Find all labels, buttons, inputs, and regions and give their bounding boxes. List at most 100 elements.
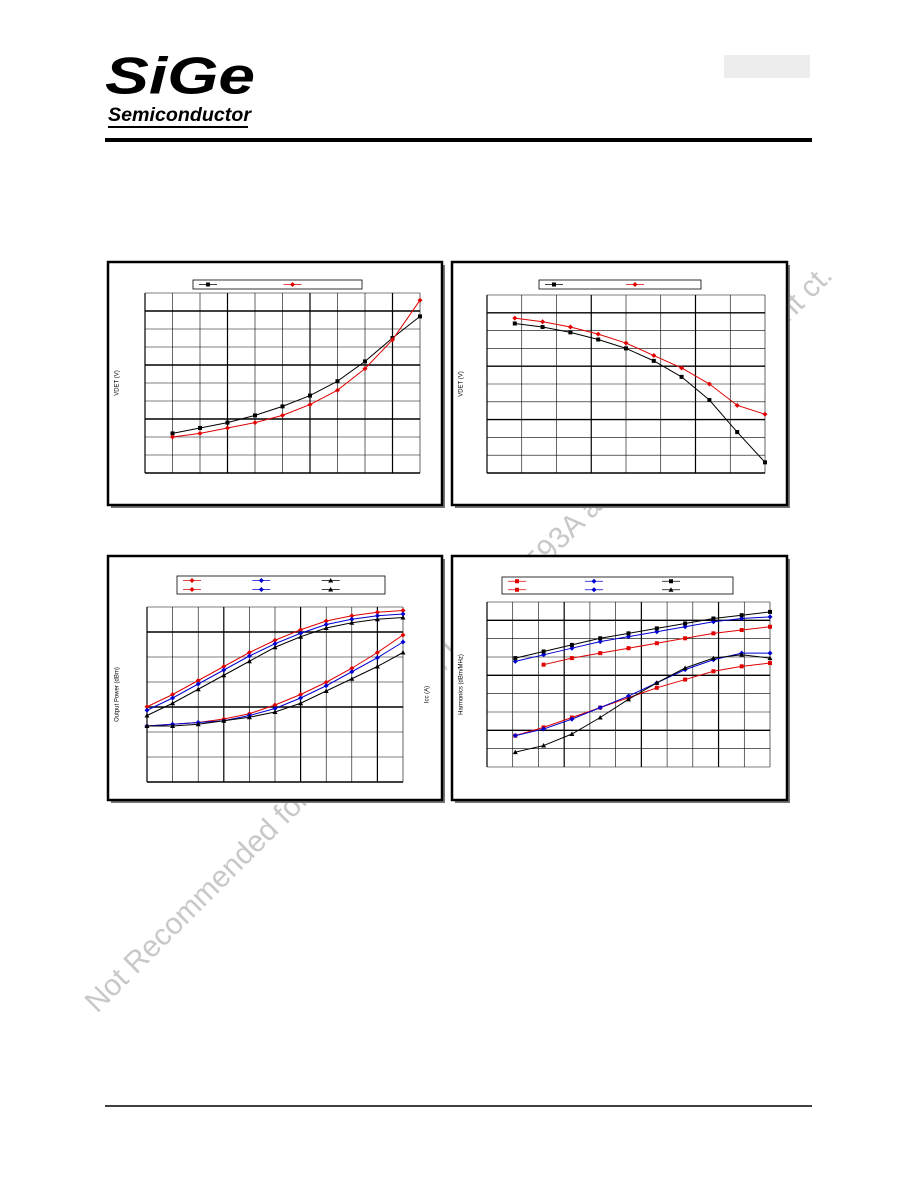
marker — [515, 587, 519, 592]
legend — [192, 279, 363, 290]
marker — [735, 430, 740, 435]
marker — [374, 650, 380, 655]
marker — [195, 678, 201, 683]
marker — [349, 676, 355, 681]
y-axis-label: Output Power (dBm) — [115, 667, 121, 722]
series-line — [515, 654, 771, 753]
marker — [569, 645, 575, 651]
marker — [768, 609, 772, 614]
gray-box — [724, 55, 810, 78]
marker — [540, 325, 545, 330]
marker — [597, 639, 603, 645]
marker — [144, 704, 150, 710]
marker — [252, 420, 258, 426]
marker — [654, 626, 659, 631]
marker — [668, 587, 674, 592]
marker — [349, 616, 355, 622]
marker — [682, 624, 688, 630]
y-axis-label: VDET (V) — [115, 370, 121, 396]
series-line — [172, 299, 421, 438]
marker — [280, 412, 285, 418]
marker — [707, 398, 712, 403]
marker — [739, 613, 744, 618]
marker — [515, 579, 519, 584]
marker — [512, 321, 517, 326]
marker — [632, 282, 638, 287]
marker — [298, 627, 304, 633]
chart-frame — [106, 260, 444, 507]
marker — [710, 619, 716, 625]
marker — [349, 665, 355, 671]
marker — [374, 613, 380, 619]
header-rule — [105, 138, 812, 142]
marker — [739, 664, 744, 669]
marker — [567, 324, 573, 330]
marker — [298, 695, 304, 701]
marker — [221, 667, 227, 673]
marker — [512, 733, 518, 739]
marker — [195, 681, 201, 687]
marker — [683, 677, 688, 682]
marker — [195, 686, 201, 692]
series-line — [515, 616, 771, 662]
marker — [400, 650, 406, 655]
marker — [195, 721, 201, 727]
marker — [512, 315, 518, 321]
marker — [298, 630, 304, 636]
marker — [512, 658, 518, 664]
marker — [654, 685, 659, 690]
marker — [374, 609, 380, 615]
marker — [363, 359, 367, 364]
series-line — [514, 317, 766, 415]
marker — [323, 679, 329, 685]
marker — [626, 693, 631, 699]
marker — [307, 402, 313, 408]
marker — [400, 611, 406, 617]
marker — [349, 669, 355, 675]
marker — [624, 346, 628, 351]
chart-frame — [450, 260, 789, 507]
legend — [176, 575, 386, 595]
marker — [221, 718, 227, 723]
marker — [170, 695, 176, 701]
marker — [739, 628, 744, 633]
marker — [711, 631, 716, 636]
marker — [335, 387, 340, 393]
marker — [170, 431, 175, 436]
marker — [767, 650, 773, 656]
marker — [626, 634, 631, 640]
marker — [349, 620, 355, 625]
series-line — [515, 662, 771, 737]
marker — [569, 642, 574, 647]
logo: SiGe — [105, 48, 255, 106]
marker — [189, 587, 195, 592]
marker — [762, 411, 768, 417]
marker — [710, 655, 716, 661]
marker — [374, 664, 380, 669]
marker — [298, 634, 304, 639]
marker — [246, 650, 252, 655]
marker — [272, 644, 278, 650]
marker — [170, 723, 176, 728]
marker — [591, 587, 597, 593]
marker — [683, 621, 688, 626]
marker — [170, 700, 176, 706]
marker — [596, 337, 601, 342]
marker — [568, 330, 573, 335]
marker — [400, 632, 406, 638]
marker — [739, 616, 745, 621]
marker — [540, 319, 546, 325]
marker — [598, 636, 603, 641]
marker — [272, 709, 278, 714]
marker — [623, 340, 629, 346]
marker — [144, 723, 150, 728]
marker — [280, 404, 285, 409]
marker — [768, 624, 772, 629]
marker — [763, 460, 767, 465]
legend — [538, 279, 702, 290]
marker — [541, 726, 547, 732]
marker — [170, 434, 175, 440]
marker — [739, 652, 745, 657]
marker — [767, 655, 773, 661]
